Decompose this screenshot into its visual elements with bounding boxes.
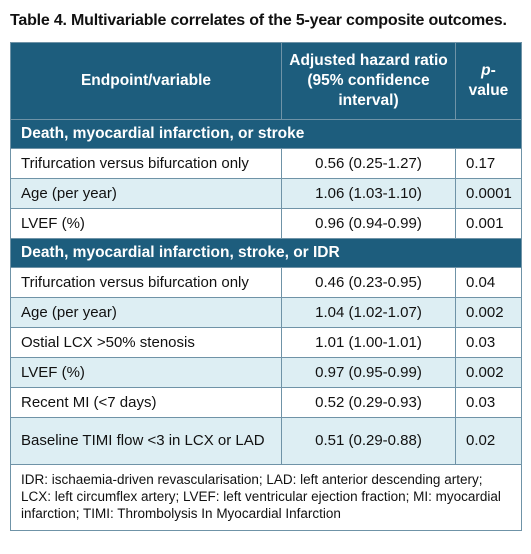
header-hazard-ratio: Adjusted hazard ratio (95% confidence in… (281, 42, 456, 120)
cell-variable: Trifurcation versus bifurcation only (10, 267, 282, 298)
cell-variable: LVEF (%) (10, 208, 282, 239)
section-heading-row: Death, myocardial infarction, or stroke (10, 119, 522, 149)
table-row: Baseline TIMI flow <3 in LCX or LAD 0.51… (10, 417, 522, 465)
header-endpoint: Endpoint/variable (10, 42, 282, 120)
footnote-row: IDR: ischaemia-driven revascularisation;… (10, 464, 522, 531)
cell-p-value: 0.17 (455, 148, 522, 179)
header-p-value: p-value (455, 42, 522, 120)
cell-p-value: 0.001 (455, 208, 522, 239)
table-title: Table 4. Multivariable correlates of the… (10, 12, 507, 29)
cell-variable: Baseline TIMI flow <3 in LCX or LAD (10, 417, 282, 465)
cell-variable: Age (per year) (10, 297, 282, 328)
cell-hazard-ratio: 0.51 (0.29-0.88) (281, 417, 456, 465)
header-p-suffix: -value (468, 62, 509, 99)
cell-p-value: 0.002 (455, 357, 522, 388)
cell-p-value: 0.002 (455, 297, 522, 328)
cell-variable: Recent MI (<7 days) (10, 387, 282, 418)
cell-variable: LVEF (%) (10, 357, 282, 388)
table-row: Trifurcation versus bifurcation only 0.4… (10, 267, 522, 298)
table-row: LVEF (%) 0.96 (0.94-0.99) 0.001 (10, 208, 522, 239)
header-p-italic: p (481, 62, 491, 79)
cell-hazard-ratio: 0.96 (0.94-0.99) (281, 208, 456, 239)
cell-hazard-ratio: 1.04 (1.02-1.07) (281, 297, 456, 328)
cell-variable: Ostial LCX >50% stenosis (10, 327, 282, 358)
table-row: Recent MI (<7 days) 0.52 (0.29-0.93) 0.0… (10, 387, 522, 418)
section-heading-row: Death, myocardial infarction, stroke, or… (10, 238, 522, 268)
cell-hazard-ratio: 0.52 (0.29-0.93) (281, 387, 456, 418)
cell-p-value: 0.02 (455, 417, 522, 465)
section-heading: Death, myocardial infarction, or stroke (10, 119, 522, 149)
cell-hazard-ratio: 0.56 (0.25-1.27) (281, 148, 456, 179)
table-row: Age (per year) 1.04 (1.02-1.07) 0.002 (10, 297, 522, 328)
table-row: Ostial LCX >50% stenosis 1.01 (1.00-1.01… (10, 327, 522, 358)
cell-hazard-ratio: 0.97 (0.95-0.99) (281, 357, 456, 388)
results-table: Endpoint/variable Adjusted hazard ratio … (10, 42, 522, 531)
section-heading: Death, myocardial infarction, stroke, or… (10, 238, 522, 268)
cell-p-value: 0.03 (455, 327, 522, 358)
cell-variable: Trifurcation versus bifurcation only (10, 148, 282, 179)
cell-p-value: 0.04 (455, 267, 522, 298)
table-header-row: Endpoint/variable Adjusted hazard ratio … (10, 42, 522, 120)
cell-variable: Age (per year) (10, 178, 282, 209)
cell-hazard-ratio: 0.46 (0.23-0.95) (281, 267, 456, 298)
table-footnote: IDR: ischaemia-driven revascularisation;… (10, 464, 522, 531)
cell-hazard-ratio: 1.01 (1.00-1.01) (281, 327, 456, 358)
cell-p-value: 0.0001 (455, 178, 522, 209)
cell-p-value: 0.03 (455, 387, 522, 418)
table-row: Trifurcation versus bifurcation only 0.5… (10, 148, 522, 179)
cell-hazard-ratio: 1.06 (1.03-1.10) (281, 178, 456, 209)
table-row: LVEF (%) 0.97 (0.95-0.99) 0.002 (10, 357, 522, 388)
table-row: Age (per year) 1.06 (1.03-1.10) 0.0001 (10, 178, 522, 209)
